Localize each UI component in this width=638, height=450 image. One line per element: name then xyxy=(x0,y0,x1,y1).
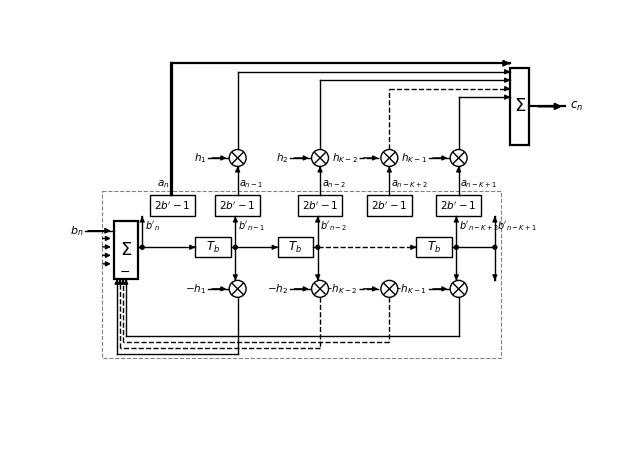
Circle shape xyxy=(450,280,467,297)
Text: $h_{K-2}$: $h_{K-2}$ xyxy=(332,151,358,165)
Text: $2b'-1$: $2b'-1$ xyxy=(302,199,338,212)
Text: $a_{n-1}$: $a_{n-1}$ xyxy=(239,179,263,190)
Circle shape xyxy=(454,245,458,249)
Text: $a_{n-K+2}$: $a_{n-K+2}$ xyxy=(391,179,428,190)
Bar xyxy=(436,195,481,216)
Text: $h_1$: $h_1$ xyxy=(193,151,206,165)
Text: $b'_{n-1}$: $b'_{n-1}$ xyxy=(237,219,265,233)
Text: $b'_{n-2}$: $b'_{n-2}$ xyxy=(320,219,348,233)
Bar xyxy=(102,191,501,358)
Text: $2b'-1$: $2b'-1$ xyxy=(154,199,191,212)
Circle shape xyxy=(140,245,144,249)
Bar xyxy=(298,195,343,216)
Text: $-h_{K-1}$: $-h_{K-1}$ xyxy=(392,282,427,296)
Text: $h_2$: $h_2$ xyxy=(276,151,288,165)
Text: $\Sigma$: $\Sigma$ xyxy=(120,241,132,259)
Bar xyxy=(195,237,231,257)
Circle shape xyxy=(234,245,237,249)
Text: $2b'-1$: $2b'-1$ xyxy=(371,199,408,212)
Text: $a_{n-2}$: $a_{n-2}$ xyxy=(322,179,346,190)
Circle shape xyxy=(311,280,329,297)
Text: $-$: $-$ xyxy=(119,265,130,278)
Text: $-h_{K-2}$: $-h_{K-2}$ xyxy=(323,282,358,296)
Bar xyxy=(510,68,530,145)
Text: $\Sigma$: $\Sigma$ xyxy=(514,97,526,115)
Text: $b'_{n-K+2}$: $b'_{n-K+2}$ xyxy=(459,219,499,233)
Text: $a_{n-K+1}$: $a_{n-K+1}$ xyxy=(460,179,498,190)
Bar xyxy=(215,195,260,216)
Bar xyxy=(278,237,313,257)
Circle shape xyxy=(450,149,467,166)
Circle shape xyxy=(493,245,497,249)
Text: $b'_{n-K+1}$: $b'_{n-K+1}$ xyxy=(497,219,538,233)
Text: $c_n$: $c_n$ xyxy=(570,100,582,113)
Text: $2b'-1$: $2b'-1$ xyxy=(219,199,256,212)
Text: $a_n$: $a_n$ xyxy=(157,179,169,190)
Bar xyxy=(114,221,138,279)
Text: $b'_n$: $b'_n$ xyxy=(145,219,160,233)
Text: $T_b$: $T_b$ xyxy=(206,240,220,255)
Text: $h_{K-1}$: $h_{K-1}$ xyxy=(401,151,427,165)
Circle shape xyxy=(381,149,398,166)
Text: $-h_1$: $-h_1$ xyxy=(185,282,206,296)
Text: $b_n$: $b_n$ xyxy=(70,224,84,238)
Circle shape xyxy=(311,149,329,166)
Text: $2b'-1$: $2b'-1$ xyxy=(440,199,477,212)
Circle shape xyxy=(229,149,246,166)
Circle shape xyxy=(229,280,246,297)
Circle shape xyxy=(381,280,398,297)
Circle shape xyxy=(316,245,320,249)
Text: $-h_2$: $-h_2$ xyxy=(267,282,288,296)
Bar xyxy=(416,237,452,257)
Bar xyxy=(150,195,195,216)
Text: $T_b$: $T_b$ xyxy=(288,240,302,255)
Bar xyxy=(367,195,412,216)
Text: $T_b$: $T_b$ xyxy=(427,240,441,255)
